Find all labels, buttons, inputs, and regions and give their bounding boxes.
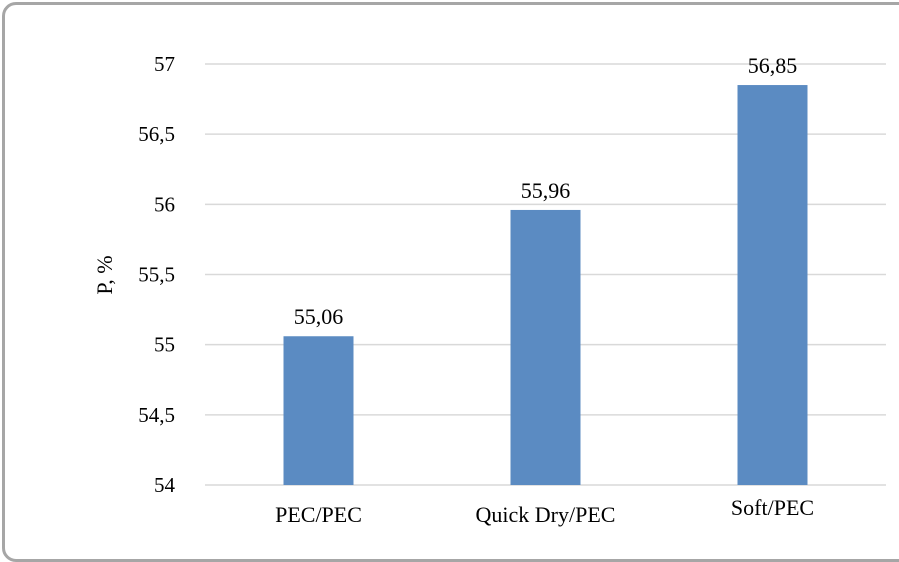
y-tick-label: 55: [154, 333, 175, 357]
y-tick-label: 56: [154, 192, 175, 216]
y-tick-label: 55,5: [138, 263, 175, 287]
bar: [737, 85, 808, 486]
bars: [283, 85, 808, 486]
bar-chart: 54 54,5 55 55,5 56 56,5 57 55,06 55,96 56,85 PEC…: [92, 52, 886, 527]
data-label: 56,85: [748, 53, 798, 78]
x-category-label: Quick Dry/PEC: [476, 502, 616, 527]
data-label: 55,96: [521, 178, 571, 203]
y-tick-label: 54,5: [138, 403, 175, 427]
data-label: 55,06: [294, 304, 344, 329]
x-category-label: PEC/PEC: [275, 502, 362, 527]
bar: [283, 336, 354, 485]
y-tick-label: 56,5: [138, 122, 175, 146]
y-tick-label: 57: [154, 52, 175, 76]
y-axis-title: P, %: [92, 255, 117, 294]
y-axis-ticks: 54 54,5 55 55,5 56 56,5 57: [138, 52, 175, 497]
bar: [510, 209, 581, 486]
x-axis-categories: PEC/PEC Quick Dry/PEC Soft/PEC: [275, 495, 814, 527]
x-category-label: Soft/PEC: [731, 495, 814, 520]
y-tick-label: 54: [154, 473, 176, 497]
data-labels: 55,06 55,96 56,85: [294, 53, 798, 329]
